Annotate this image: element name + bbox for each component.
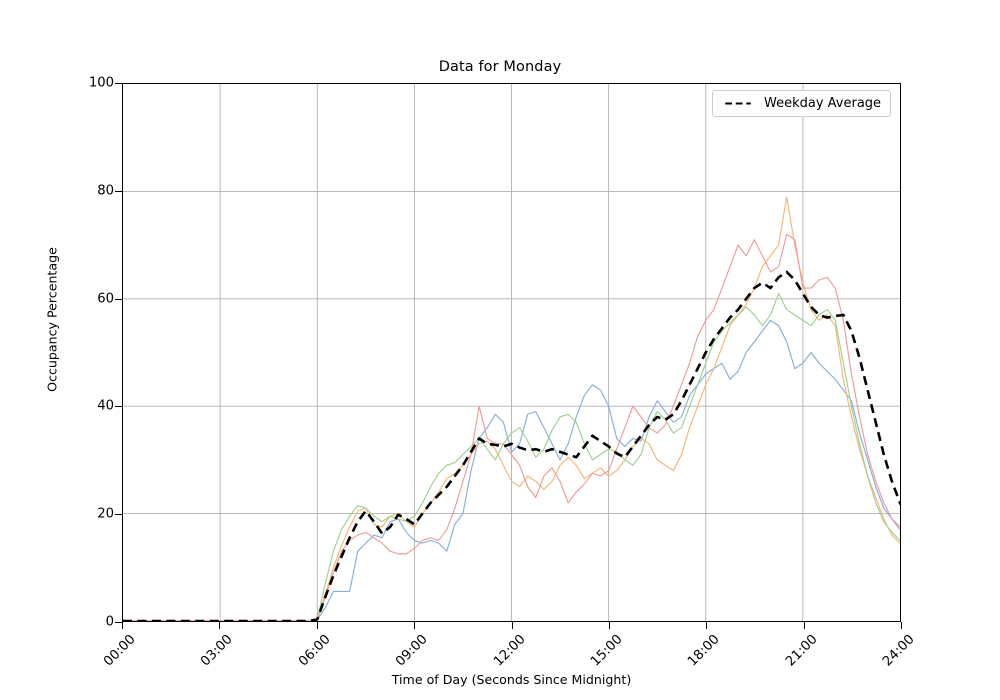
y-tick-label: 100 (88, 75, 114, 91)
series-line-day-series-red (123, 233, 900, 621)
series-line-day-series-orange (123, 196, 900, 621)
x-tick-mark (414, 622, 416, 629)
legend-label: Weekday Average (764, 96, 882, 111)
chart-svg (123, 84, 900, 621)
y-tick-label: 60 (97, 291, 114, 307)
y-tick-mark (115, 298, 122, 300)
x-tick-mark (316, 622, 318, 629)
series-lines (123, 196, 900, 621)
x-tick-mark (706, 622, 708, 629)
series-line-weekday-average (123, 270, 900, 621)
x-tick-label: 00:00 (101, 632, 139, 670)
legend[interactable]: Weekday Average (712, 90, 892, 117)
y-tick-label: 80 (97, 183, 114, 199)
y-tick-mark (115, 190, 122, 192)
y-tick-mark (115, 83, 122, 84)
plot-area (122, 83, 901, 622)
x-tick-mark (219, 622, 221, 629)
legend-dashed-line-icon (725, 102, 751, 105)
x-tick-mark (608, 622, 610, 629)
y-tick-label: 20 (97, 506, 114, 522)
series-line-day-series-blue (123, 319, 900, 621)
x-tick-mark (901, 622, 902, 629)
x-tick-mark (122, 622, 123, 629)
y-tick-label: 40 (97, 398, 114, 414)
y-tick-mark (115, 514, 122, 516)
chart-title: Data for Monday (438, 59, 562, 75)
y-tick-mark (115, 622, 122, 623)
x-axis-label: Time of Day (Seconds Since Midnight) (391, 672, 632, 687)
grid-lines (123, 84, 900, 621)
x-tick-mark (803, 622, 805, 629)
y-tick-mark (115, 406, 122, 408)
y-tick-label: 0 (105, 614, 114, 630)
y-axis-tick-labels: 0 20 40 60 80 100 (62, 76, 114, 630)
y-axis-label: Occupancy Percentage (44, 247, 60, 392)
x-tick-mark (511, 622, 513, 629)
